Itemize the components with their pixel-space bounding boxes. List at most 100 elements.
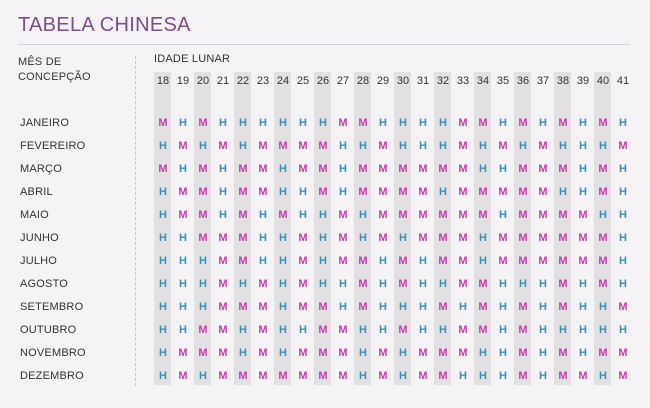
gender-cell: H <box>399 140 407 152</box>
gender-cell: M <box>318 186 328 198</box>
gender-cell: H <box>599 370 607 382</box>
gender-cell: H <box>279 232 287 244</box>
gender-cell: H <box>579 278 587 290</box>
column-stripe <box>514 72 531 385</box>
gender-cell: M <box>238 232 248 244</box>
gender-cell: H <box>159 255 167 267</box>
gender-cell: H <box>379 278 387 290</box>
gender-cell: H <box>279 163 287 175</box>
gender-cell: M <box>458 209 468 221</box>
gender-cell: H <box>599 140 607 152</box>
gender-cell: M <box>278 140 288 152</box>
gender-cell: M <box>278 370 288 382</box>
age-header-40: 40 <box>596 75 610 87</box>
gender-cell: H <box>179 278 187 290</box>
age-header-27: 27 <box>336 75 350 87</box>
gender-cell: M <box>318 140 328 152</box>
gender-cell: H <box>539 347 547 359</box>
gender-cell: H <box>619 163 627 175</box>
gender-cell: H <box>159 301 167 313</box>
gender-cell: M <box>378 232 388 244</box>
gender-cell: H <box>179 324 187 336</box>
gender-cell: M <box>318 301 328 313</box>
gender-cell: M <box>178 347 188 359</box>
gender-cell: M <box>458 186 468 198</box>
gender-cell: M <box>358 301 368 313</box>
row-header: MÊS DE CONCEPÇÃO <box>18 55 91 85</box>
gender-cell: H <box>519 140 527 152</box>
gender-cell: H <box>359 140 367 152</box>
gender-cell: M <box>458 347 468 359</box>
gender-cell: H <box>599 324 607 336</box>
gender-cell: H <box>159 209 167 221</box>
gender-cell: H <box>219 209 227 221</box>
gender-cell: M <box>558 255 568 267</box>
gender-cell: M <box>498 140 508 152</box>
gender-cell: H <box>499 347 507 359</box>
gender-cell: M <box>398 278 408 290</box>
gender-cell: M <box>318 163 328 175</box>
gender-cell: H <box>479 232 487 244</box>
gender-cell: M <box>298 301 308 313</box>
gender-cell: H <box>579 301 587 313</box>
gender-cell: H <box>259 232 267 244</box>
gender-cell: H <box>479 347 487 359</box>
page-title: TABELA CHINESA <box>18 14 191 36</box>
age-header-30: 30 <box>396 75 410 87</box>
gender-cell: H <box>239 140 247 152</box>
gender-cell: M <box>598 186 608 198</box>
gender-cell: H <box>579 117 587 129</box>
gender-cell: H <box>159 232 167 244</box>
gender-cell: H <box>379 324 387 336</box>
gender-cell: M <box>538 163 548 175</box>
gender-cell: M <box>518 232 528 244</box>
age-header-22: 22 <box>236 75 250 87</box>
column-stripe <box>274 72 291 385</box>
gender-cell: H <box>579 324 587 336</box>
gender-cell: M <box>598 347 608 359</box>
gender-cell: M <box>518 324 528 336</box>
gender-cell: M <box>358 278 368 290</box>
gender-cell: H <box>419 278 427 290</box>
age-header-23: 23 <box>256 75 270 87</box>
gender-cell: H <box>539 278 547 290</box>
gender-cell: M <box>218 278 228 290</box>
gender-cell: M <box>218 140 228 152</box>
gender-cell: M <box>298 140 308 152</box>
gender-cell: H <box>259 117 267 129</box>
gender-cell: M <box>418 232 428 244</box>
gender-cell: H <box>399 117 407 129</box>
gender-cell: M <box>358 163 368 175</box>
gender-cell: M <box>478 301 488 313</box>
age-header-34: 34 <box>476 75 490 87</box>
gender-cell: H <box>619 324 627 336</box>
gender-cell: M <box>158 163 168 175</box>
gender-cell: M <box>378 209 388 221</box>
gender-cell: H <box>399 370 407 382</box>
gender-cell: H <box>619 278 627 290</box>
gender-cell: M <box>518 117 528 129</box>
gender-cell: M <box>418 209 428 221</box>
gender-cell: H <box>559 140 567 152</box>
gender-cell: M <box>398 255 408 267</box>
gender-cell: M <box>198 232 208 244</box>
age-header-19: 19 <box>176 75 190 87</box>
gender-cell: M <box>298 232 308 244</box>
gender-cell: H <box>239 347 247 359</box>
gender-cell: M <box>458 163 468 175</box>
gender-cell: H <box>399 301 407 313</box>
gender-cell: M <box>598 278 608 290</box>
gender-cell: H <box>159 140 167 152</box>
gender-cell: M <box>398 209 408 221</box>
gender-cell: M <box>538 186 548 198</box>
gender-cell: M <box>218 301 228 313</box>
gender-cell: H <box>419 140 427 152</box>
gender-cell: H <box>579 186 587 198</box>
gender-cell: H <box>439 186 447 198</box>
gender-cell: M <box>338 370 348 382</box>
gender-cell: M <box>338 255 348 267</box>
month-label: JULHO <box>20 255 58 267</box>
gender-cell: H <box>359 232 367 244</box>
gender-cell: M <box>218 347 228 359</box>
gender-cell: M <box>298 278 308 290</box>
